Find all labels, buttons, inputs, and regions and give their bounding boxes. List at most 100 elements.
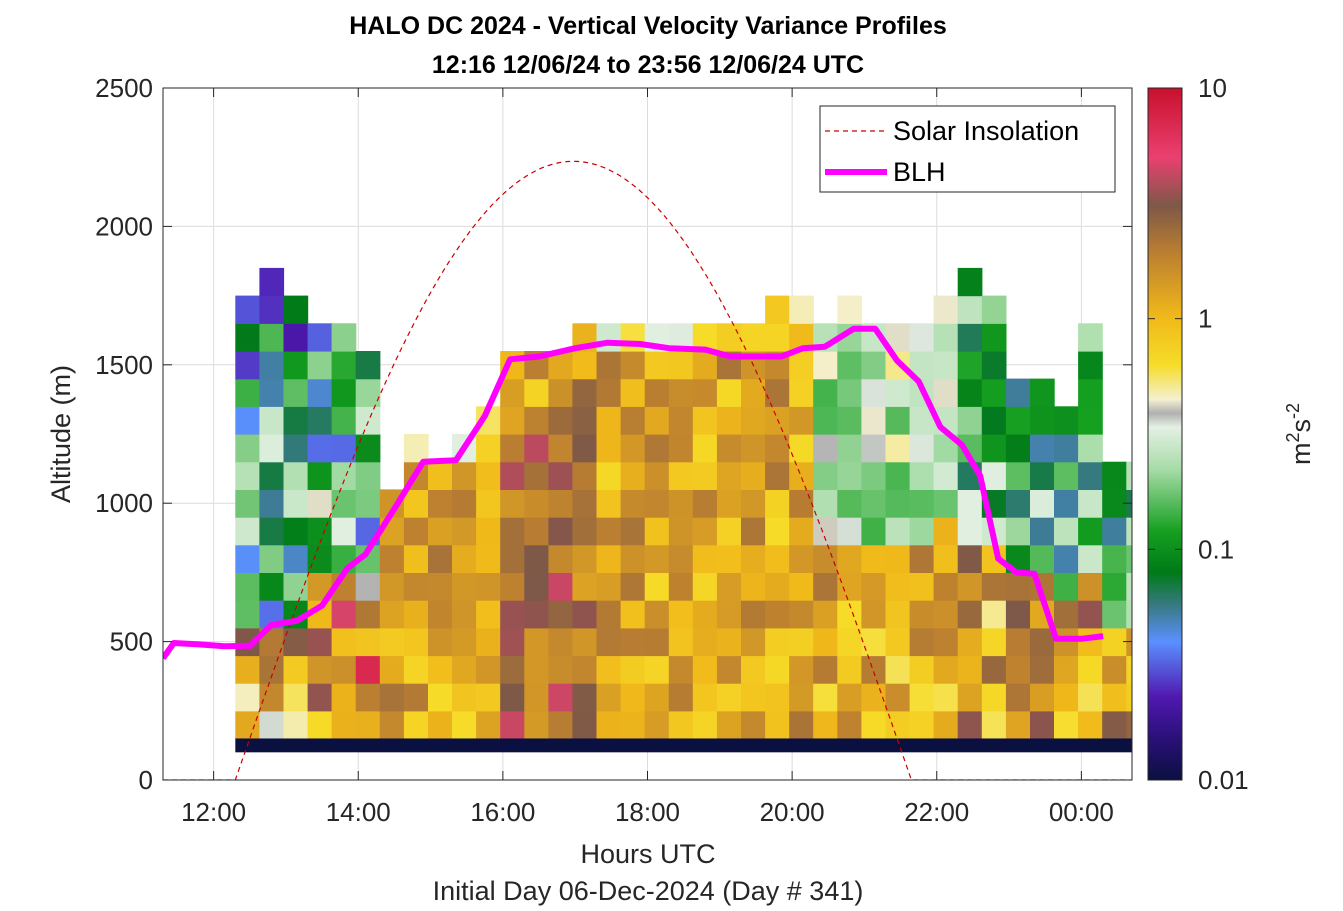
heatmap-cell: [1126, 572, 1132, 601]
heatmap-cell: [813, 517, 838, 546]
heatmap-cell: [813, 600, 838, 629]
heatmap-cell: [476, 627, 501, 657]
heatmap-cell: [1102, 517, 1127, 546]
heatmap-cell: [765, 710, 790, 740]
heatmap-cell: [1078, 378, 1103, 407]
heatmap-cell: [1054, 489, 1079, 518]
heatmap-cell: [283, 572, 309, 601]
heatmap-cell: [259, 655, 285, 684]
heatmap-cell: [476, 461, 501, 490]
heatmap-cell: [572, 378, 598, 407]
heatmap-cell: [1102, 627, 1127, 657]
heatmap-cell: [789, 517, 814, 546]
heatmap-cell: [1030, 489, 1055, 518]
heatmap-cell: [1005, 572, 1031, 601]
heatmap-cell: [885, 655, 911, 684]
x-tick-label: 12:00: [181, 797, 246, 827]
heatmap-cell: [500, 600, 525, 629]
heatmap-cell: [259, 267, 285, 297]
heatmap-cell: [1054, 655, 1079, 684]
heatmap-cell: [355, 351, 381, 380]
heatmap-cell: [837, 351, 862, 380]
heatmap-cell: [692, 517, 718, 546]
legend-label-solar: Solar Insolation: [893, 116, 1079, 146]
heatmap-cell: [1078, 517, 1103, 546]
heatmap-cell: [1078, 406, 1103, 435]
heatmap-cell: [716, 434, 742, 463]
heatmap-cell: [716, 655, 742, 684]
heatmap-cell: [452, 517, 477, 546]
heatmap-cell: [1054, 517, 1079, 546]
heatmap-cell: [668, 600, 694, 629]
heatmap-cell: [596, 544, 622, 573]
heatmap-cell: [1199, 572, 1224, 600]
heatmap-cell: [379, 544, 405, 573]
heatmap-cell: [668, 461, 694, 490]
heatmap-cell: [861, 461, 887, 490]
heatmap-cell: [596, 489, 622, 518]
heatmap-cell: [789, 378, 814, 407]
heatmap-cell: [452, 710, 477, 740]
heatmap-cell: [957, 323, 983, 352]
heatmap-cell: [235, 461, 260, 490]
heatmap-cell: [476, 710, 501, 740]
heatmap-cell: [307, 351, 333, 380]
heatmap-cell: [837, 572, 862, 601]
heatmap-cell: [235, 710, 260, 740]
heatmap-cell: [741, 572, 766, 601]
heatmap-cell: [500, 710, 525, 740]
colorbar-label: m2s-2: [1283, 403, 1316, 465]
heatmap-cell: [692, 600, 718, 629]
heatmap-cell: [1102, 572, 1127, 601]
heatmap-cell: [981, 351, 1007, 380]
heatmap-cell: [1102, 655, 1127, 684]
heatmap-cell: [1126, 683, 1132, 712]
heatmap-cell: [596, 627, 622, 657]
x-tick-label: 18:00: [615, 797, 680, 827]
heatmap-cell: [476, 572, 501, 601]
heatmap-cell: [957, 489, 983, 518]
heatmap-cell: [476, 600, 501, 629]
heatmap-cell: [307, 544, 333, 573]
heatmap-cell: [957, 655, 983, 684]
heatmap-cell: [861, 434, 887, 463]
heatmap-cell: [283, 544, 309, 573]
heatmap-cell: [765, 572, 790, 601]
heatmap-cell: [572, 710, 598, 740]
heatmap-cell: [837, 378, 862, 407]
heatmap-cell: [885, 572, 911, 601]
heatmap-cell: [668, 710, 694, 740]
heatmap-cell: [957, 378, 983, 407]
heatmap-cell: [644, 378, 670, 407]
heatmap-cell: [716, 489, 742, 518]
heatmap-cell: [885, 600, 911, 629]
heatmap-cell: [307, 434, 333, 463]
heatmap-cell: [765, 517, 790, 546]
heatmap-cell: [957, 683, 983, 712]
x-tick-label: 20:00: [760, 797, 825, 827]
heatmap-cell: [957, 295, 983, 324]
heatmap-cell: [259, 351, 285, 380]
heatmap-cell: [548, 489, 574, 518]
heatmap-cell: [1005, 378, 1031, 407]
heatmap-cell: [596, 517, 622, 546]
heatmap-cell: [379, 572, 405, 601]
heatmap-cell: [428, 600, 453, 629]
heatmap-cell: [716, 600, 742, 629]
heatmap-cell: [524, 378, 549, 407]
heatmap-cell: [668, 378, 694, 407]
heatmap-cell: [620, 351, 646, 380]
y-tick-label: 1500: [95, 350, 153, 380]
heatmap-cell: [259, 710, 285, 740]
heatmap-cell: [355, 489, 381, 518]
heatmap-cell: [789, 544, 814, 573]
heatmap-cell: [524, 683, 549, 712]
heatmap-cell: [692, 683, 718, 712]
heatmap-cell: [909, 461, 935, 490]
heatmap-cell: [692, 544, 718, 573]
heatmap-cell: [596, 434, 622, 463]
heatmap-cell: [379, 710, 405, 740]
heatmap-cell: [668, 517, 694, 546]
heatmap-cell: [981, 295, 1007, 324]
